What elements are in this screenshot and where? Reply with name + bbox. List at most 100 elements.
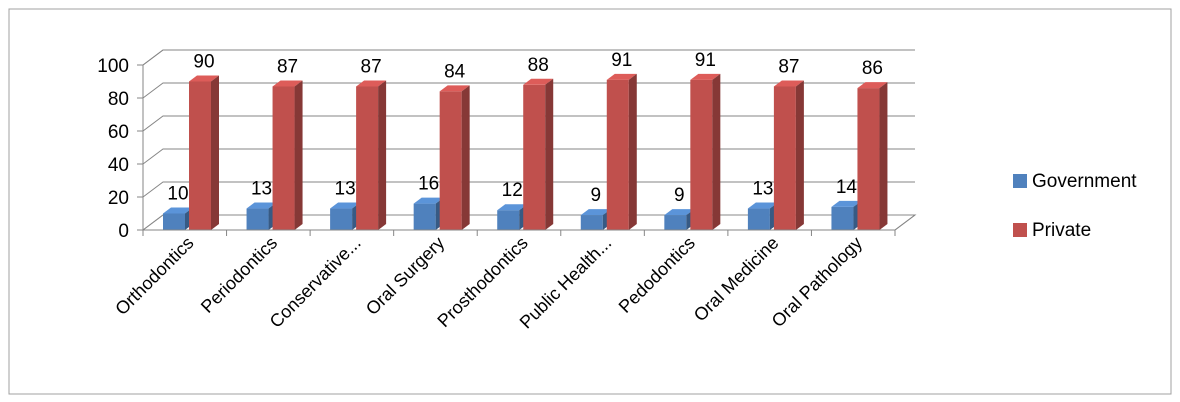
bar-top-face [356, 80, 387, 87]
data-label: 12 [502, 180, 523, 201]
y-tick-label: 80 [108, 89, 129, 110]
data-label: 91 [695, 50, 716, 71]
y-tick-label: 20 [108, 188, 129, 209]
bar-side-face [461, 85, 470, 231]
bar-front-face [356, 86, 379, 230]
y-tick-label: 100 [97, 56, 129, 77]
data-label: 91 [611, 50, 632, 71]
bar-top-face [773, 80, 804, 87]
bar-government [664, 209, 695, 230]
bar-private [606, 73, 637, 230]
bar-private [857, 82, 888, 230]
y-axis-top-edge [142, 49, 164, 66]
bar-government [246, 202, 277, 230]
data-label: 88 [528, 55, 549, 76]
bar-top-face [189, 75, 219, 82]
bar-top-face [690, 73, 721, 80]
bar-front-face [439, 91, 462, 231]
bar-top-face [330, 202, 361, 209]
gridline [142, 115, 915, 132]
bar-side-face [294, 80, 303, 230]
legend-swatch-private [1013, 223, 1027, 237]
bar-private [523, 78, 554, 230]
bar-top-face [664, 209, 695, 216]
bar-front-face [330, 208, 353, 230]
bar-front-face [773, 86, 796, 230]
data-label: 13 [251, 179, 272, 200]
data-label: 86 [862, 58, 883, 79]
bar-front-face [272, 86, 295, 230]
data-label: 90 [193, 52, 214, 73]
bar-side-face [879, 82, 888, 230]
y-tick-label: 0 [118, 221, 129, 242]
y-tick-label: 40 [108, 155, 129, 176]
legend-label-private: Private [1032, 220, 1091, 241]
bar-side-face [712, 73, 721, 230]
data-label: 13 [335, 179, 356, 200]
bar-government [330, 202, 361, 230]
bar-private [773, 80, 804, 230]
bar-government [413, 197, 444, 230]
bar-side-face [378, 80, 387, 230]
bar-front-face [523, 84, 546, 230]
bar-government [580, 209, 611, 230]
bar-private [272, 80, 303, 230]
data-label: 10 [167, 184, 188, 205]
bar-government [747, 202, 778, 230]
bar-top-face [272, 80, 303, 87]
data-label: 13 [752, 179, 773, 200]
data-label: 9 [674, 185, 685, 206]
data-label: 9 [590, 185, 601, 206]
bar-top-face [747, 202, 778, 209]
y-axis: 0 20 40 60 80 100 [97, 49, 164, 242]
bar-front-face [246, 208, 269, 230]
bar-private [690, 73, 721, 230]
data-label: 14 [836, 177, 858, 198]
bar-side-face [211, 75, 219, 230]
bar-top-face [606, 73, 637, 80]
bar-top-face [831, 200, 862, 207]
bar-government [831, 200, 862, 230]
bar-side-face [545, 78, 554, 230]
data-labels: 10 90 13 87 13 87 16 84 12 88 9 91 9 91 13 87 14 86 [167, 50, 883, 206]
data-label: 16 [418, 174, 439, 195]
bar-top-face [497, 204, 528, 211]
data-label: 87 [277, 56, 298, 77]
bar-front-face [747, 208, 770, 230]
gridline [142, 82, 915, 99]
bar-side-face [628, 73, 637, 230]
bar-private [356, 80, 387, 230]
bar-top-face [580, 209, 611, 216]
bar-front-face [857, 88, 880, 230]
gridline [142, 181, 915, 198]
bar-government [163, 207, 193, 230]
legend: Government Private [1013, 171, 1137, 241]
bar-front-face [690, 79, 713, 230]
legend-swatch-government [1013, 174, 1027, 188]
bar-top-face [163, 207, 193, 214]
bar-front-face [831, 206, 854, 230]
data-label: 84 [444, 61, 466, 82]
bar-government [497, 204, 528, 230]
bar-side-face [795, 80, 804, 230]
bar-private [439, 85, 470, 231]
bar-private [189, 75, 219, 230]
bar-front-face [189, 81, 211, 230]
y-tick-label: 60 [108, 122, 129, 143]
gridline [142, 148, 915, 165]
data-label: 87 [778, 56, 799, 77]
bar-top-face [439, 85, 470, 92]
bar-front-face [497, 210, 520, 230]
bar-top-face [413, 197, 444, 204]
bar-front-face [163, 213, 185, 230]
bar-front-face [413, 203, 436, 230]
x-axis-right-edge [894, 214, 916, 231]
legend-label-government: Government [1032, 171, 1137, 192]
data-label: 87 [361, 56, 382, 77]
bars [163, 73, 888, 231]
bar-top-face [857, 82, 888, 89]
bar-top-face [523, 78, 554, 85]
bar-top-face [246, 202, 277, 209]
